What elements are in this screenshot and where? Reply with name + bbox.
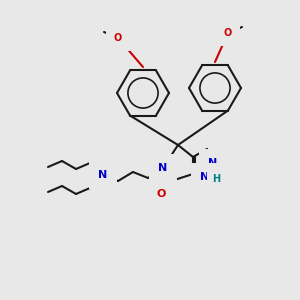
Text: O: O [156, 189, 166, 199]
Text: N: N [98, 170, 108, 180]
Text: N: N [200, 172, 210, 182]
Text: O: O [224, 28, 232, 38]
Text: N: N [158, 163, 168, 173]
Text: H: H [212, 174, 220, 184]
Text: O: O [114, 33, 122, 43]
Text: N: N [208, 158, 217, 168]
